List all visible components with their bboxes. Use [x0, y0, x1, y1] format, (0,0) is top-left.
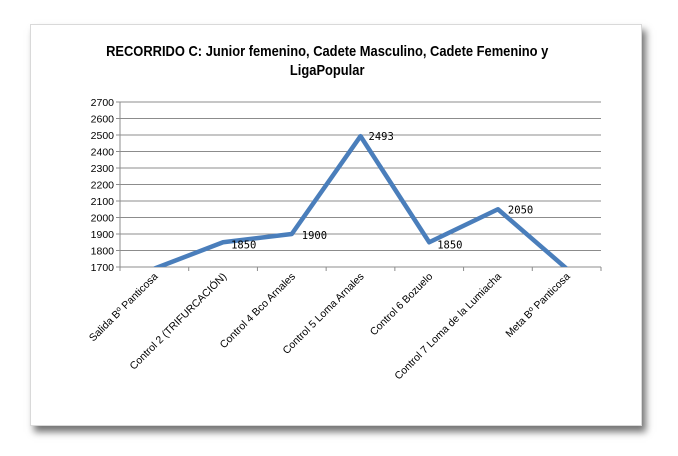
- y-tick-label: 2200: [91, 180, 115, 192]
- data-label: 2050: [508, 204, 533, 216]
- y-tick-label: 2600: [91, 114, 115, 126]
- data-label: 1850: [437, 239, 462, 251]
- x-category-label: Meta Bº Panticosa: [503, 271, 573, 341]
- y-tick-label: 1700: [91, 262, 115, 274]
- chart-frame: [30, 24, 642, 426]
- series-line: [153, 133, 569, 267]
- y-tick-label: 1800: [91, 246, 115, 258]
- x-category-label: Control 4 Bco Arnales: [218, 271, 298, 351]
- chart-title: RECORRIDO C: Junior femenino, Cadete Mas…: [106, 43, 549, 79]
- y-tick-label: 2400: [91, 147, 115, 159]
- x-category-label: Salida Bº Panticosa: [87, 271, 161, 345]
- data-label: 2493: [369, 131, 394, 143]
- x-category-label: Control 6 Bozuelo: [368, 271, 436, 339]
- y-tick-label: 2500: [91, 130, 115, 142]
- data-label: 1850: [231, 239, 256, 251]
- data-label: 1900: [302, 230, 327, 242]
- y-tick-label: 2700: [91, 97, 115, 109]
- y-tick-label: 2300: [91, 163, 115, 175]
- y-tick-label: 2000: [91, 213, 115, 225]
- y-tick-label: 1900: [91, 229, 115, 241]
- y-tick-label: 2100: [91, 196, 115, 208]
